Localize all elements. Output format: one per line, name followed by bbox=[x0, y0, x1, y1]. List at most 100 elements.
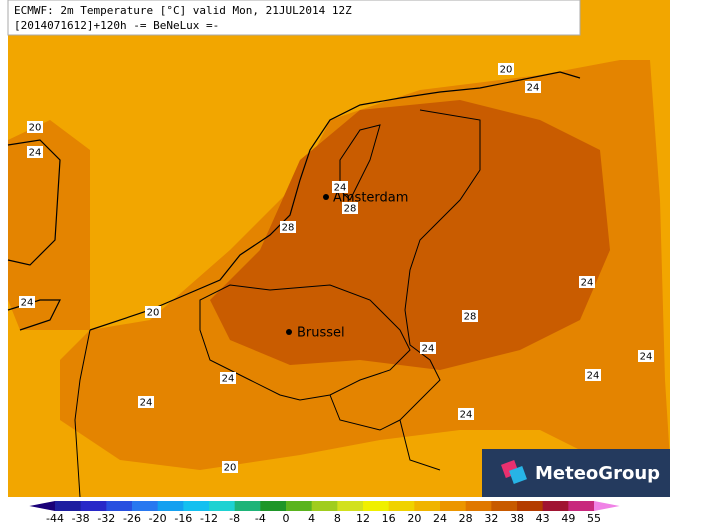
colorbar-tick-label: 32 bbox=[484, 512, 498, 525]
colorbar-segment bbox=[465, 501, 492, 511]
contour-label-box bbox=[332, 181, 348, 193]
colorbar-segment bbox=[234, 501, 261, 511]
colorbar-segment bbox=[311, 501, 338, 511]
contour-label-box bbox=[138, 396, 154, 408]
colorbar-segment bbox=[517, 501, 544, 511]
colorbar-end bbox=[594, 501, 620, 511]
colorbar-tick-label: -44 bbox=[46, 512, 64, 525]
band-28 bbox=[210, 100, 610, 370]
contour-label-box bbox=[420, 342, 436, 354]
contour-label-box bbox=[145, 306, 161, 318]
colorbar-segment bbox=[80, 501, 107, 511]
colorbar-segment bbox=[106, 501, 133, 511]
colorbar-segment bbox=[363, 501, 390, 511]
contour-label: 24 bbox=[581, 278, 594, 289]
contour-label: 20 bbox=[29, 123, 42, 134]
colorbar-tick-label: -16 bbox=[174, 512, 192, 525]
colorbar-tick-label: 8 bbox=[334, 512, 341, 525]
contour-label: 24 bbox=[460, 410, 473, 421]
contour-label: 24 bbox=[222, 374, 235, 385]
contour-label: 28 bbox=[464, 312, 477, 323]
contour-label-box bbox=[458, 408, 474, 420]
contour-label-box bbox=[638, 350, 654, 362]
contour-label: 24 bbox=[587, 371, 600, 382]
border-luxembourg bbox=[329, 394, 401, 431]
colorbar-segment bbox=[209, 501, 236, 511]
colorbar-segment bbox=[491, 501, 518, 511]
contour-label-box bbox=[342, 202, 358, 214]
contour-label-box bbox=[27, 121, 43, 133]
colorbar-tick-label: -12 bbox=[200, 512, 218, 525]
contour-label-box bbox=[585, 369, 601, 381]
contour-label-box bbox=[220, 372, 236, 384]
colorbar-tick-label: 49 bbox=[561, 512, 575, 525]
colorbar-end bbox=[29, 501, 55, 511]
city-dot bbox=[286, 329, 292, 335]
contour-label-box bbox=[462, 310, 478, 322]
colorbar-tick-label: -32 bbox=[97, 512, 115, 525]
contour-label-box bbox=[579, 276, 595, 288]
contour-label: 24 bbox=[140, 398, 153, 409]
colorbar-tick-label: -8 bbox=[229, 512, 240, 525]
contour-label-box bbox=[19, 296, 35, 308]
colorbar-tick-label: -38 bbox=[72, 512, 90, 525]
contour-label-box bbox=[27, 146, 43, 158]
coastline-uk bbox=[7, 139, 61, 266]
contour-label: 24 bbox=[422, 344, 435, 355]
colorbar-tick-label: -20 bbox=[149, 512, 167, 525]
border-netherlands-germany bbox=[399, 109, 481, 471]
city-label: Amsterdam bbox=[333, 191, 408, 206]
colorbar-segment bbox=[55, 501, 82, 511]
city-label: Brussel bbox=[297, 326, 345, 341]
colorbar-segment bbox=[183, 501, 210, 511]
colorbar-segment bbox=[286, 501, 313, 511]
colorbar-segment bbox=[542, 501, 569, 511]
map-area bbox=[7, 0, 670, 498]
contour-label-box bbox=[525, 81, 541, 93]
colorbar-tick-label: 55 bbox=[587, 512, 601, 525]
contour-label-box bbox=[280, 221, 296, 233]
contour-label: 24 bbox=[21, 298, 34, 309]
contour-label: 28 bbox=[344, 204, 357, 215]
contour-label: 24 bbox=[29, 148, 42, 159]
colorbar-tick-label: 12 bbox=[356, 512, 370, 525]
colorbar-segment bbox=[132, 501, 159, 511]
contour-label-box bbox=[498, 63, 514, 75]
header-box bbox=[7, 0, 581, 36]
colorbar-segment bbox=[157, 501, 184, 511]
border-france-west bbox=[74, 329, 91, 498]
contour-label: 20 bbox=[500, 65, 513, 76]
header-line: [2014071612]+120h -= BeNeLux =- bbox=[14, 19, 219, 32]
logo: MeteoGroup bbox=[482, 449, 670, 497]
colorbar-tick-label: 20 bbox=[407, 512, 421, 525]
colorbar-segment bbox=[440, 501, 467, 511]
colorbar-tick-label: 28 bbox=[459, 512, 473, 525]
band-24-west bbox=[8, 120, 90, 330]
contour-labels: 20 24 20 24 24 28 28 24 20 24 28 24 24 24 24 24 24 20 bbox=[19, 63, 654, 474]
colorbar-segment bbox=[388, 501, 415, 511]
colorbar-tick-label: -4 bbox=[255, 512, 266, 525]
colorbar-segment bbox=[568, 501, 595, 511]
colorbar-tick-label: 43 bbox=[536, 512, 550, 525]
contour-label: 24 bbox=[334, 183, 347, 194]
colorbar-tick-label: -26 bbox=[123, 512, 141, 525]
border-belgium bbox=[199, 284, 411, 401]
contour-label: 24 bbox=[640, 352, 653, 363]
colorbar-tick-label: 38 bbox=[510, 512, 524, 525]
logo-text: MeteoGroup bbox=[535, 463, 660, 484]
colorbar-tick-label: 0 bbox=[283, 512, 290, 525]
contour-label: 20 bbox=[224, 463, 237, 474]
city-dot bbox=[323, 194, 329, 200]
contour-label: 20 bbox=[147, 308, 160, 319]
contour-label: 24 bbox=[527, 83, 540, 94]
coastline-continent bbox=[89, 71, 581, 331]
contour-label: 28 bbox=[282, 223, 295, 234]
colorbar: -44 -38 -32 -26 -20 -16 -12 -8 -4 0 4 8 12 16 20 24 28 32… bbox=[29, 501, 620, 525]
contour-label-box bbox=[222, 461, 238, 473]
colorbar-tick-label: 4 bbox=[308, 512, 315, 525]
colorbar-segment bbox=[337, 501, 364, 511]
colorbar-tick-label: 16 bbox=[382, 512, 396, 525]
header-line: ECMWF: 2m Temperature [°C] valid Mon, 21… bbox=[14, 4, 352, 17]
colorbar-tick-label: 24 bbox=[433, 512, 447, 525]
